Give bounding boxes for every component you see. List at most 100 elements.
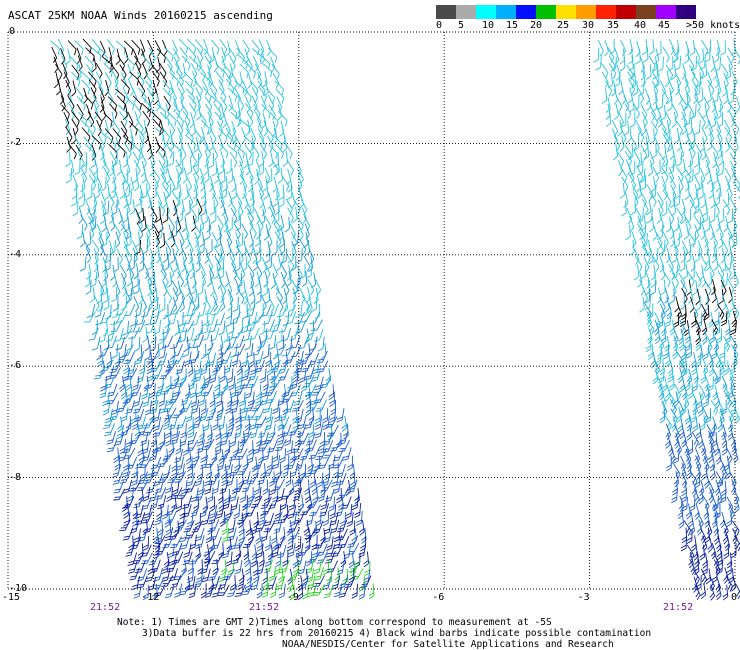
wind-barb bbox=[90, 272, 98, 288]
wind-barb bbox=[649, 191, 657, 208]
wind-barb bbox=[226, 368, 234, 384]
wind-barb bbox=[86, 263, 92, 280]
wind-barb bbox=[91, 336, 101, 351]
wind-barb bbox=[676, 303, 682, 320]
wind-barb bbox=[125, 543, 135, 557]
wind-barb bbox=[156, 94, 161, 112]
wind-barb bbox=[176, 216, 182, 233]
wind-barb bbox=[295, 303, 303, 319]
wind-barb bbox=[243, 135, 254, 150]
wind-barb bbox=[86, 104, 92, 121]
wind-barb bbox=[253, 480, 261, 496]
wind-barb bbox=[104, 423, 115, 437]
wind-barb bbox=[92, 168, 98, 184]
wind-barb bbox=[142, 392, 151, 408]
wind-barb bbox=[126, 487, 134, 503]
wind-barb bbox=[648, 216, 655, 233]
wind-barb bbox=[102, 288, 109, 304]
wind-barb bbox=[203, 543, 215, 556]
wind-barb bbox=[174, 583, 183, 598]
wind-barb bbox=[179, 528, 189, 543]
wind-barb bbox=[266, 39, 272, 56]
wind-barb bbox=[350, 560, 356, 577]
wind-barb bbox=[144, 400, 152, 416]
wind-barb bbox=[211, 39, 220, 55]
wind-barb bbox=[129, 312, 138, 327]
wind-barb bbox=[247, 63, 256, 79]
wind-barb bbox=[730, 542, 737, 559]
wind-barb bbox=[227, 167, 234, 184]
wind-barb bbox=[274, 560, 282, 576]
wind-barb bbox=[169, 79, 174, 97]
wind-barb bbox=[723, 215, 729, 232]
wind-barb bbox=[282, 150, 288, 167]
wind-barb bbox=[293, 198, 301, 215]
wind-barb bbox=[721, 295, 727, 312]
wind-barb bbox=[155, 56, 161, 73]
wind-barb bbox=[103, 119, 109, 137]
wind-barb bbox=[685, 40, 690, 58]
wind-barb bbox=[131, 511, 138, 527]
wind-barb bbox=[117, 416, 123, 433]
wind-barb bbox=[53, 72, 59, 89]
wind-barb bbox=[684, 216, 692, 233]
wind-barb bbox=[672, 47, 679, 63]
wind-barb bbox=[197, 320, 203, 336]
wind-barb bbox=[175, 168, 182, 185]
wind-barb bbox=[346, 512, 354, 528]
wind-barb bbox=[691, 431, 699, 448]
wind-barb bbox=[85, 247, 92, 264]
wind-barb bbox=[714, 56, 722, 72]
wind-barb bbox=[724, 119, 731, 136]
wind-barb bbox=[701, 223, 706, 240]
wind-barb bbox=[691, 303, 699, 320]
wind-barb bbox=[128, 327, 141, 339]
wind-barb bbox=[173, 520, 180, 537]
wind-barb bbox=[665, 351, 671, 368]
wind-barb bbox=[253, 567, 259, 584]
wind-barb bbox=[164, 584, 175, 599]
wind-barb bbox=[181, 256, 187, 273]
wind-barb bbox=[323, 584, 334, 599]
wind-barb bbox=[128, 560, 138, 574]
wind-barb bbox=[690, 311, 697, 328]
wind-barb bbox=[180, 63, 187, 80]
colorbar-swatch bbox=[656, 5, 676, 19]
wind-barb bbox=[147, 279, 152, 297]
wind-barb bbox=[645, 64, 652, 80]
wind-barb bbox=[625, 224, 631, 241]
wind-barb bbox=[656, 287, 662, 304]
wind-barb bbox=[735, 96, 740, 113]
wind-barb bbox=[133, 392, 142, 408]
wind-barb bbox=[257, 175, 263, 192]
wind-barb bbox=[183, 336, 189, 353]
wind-barb bbox=[215, 391, 223, 407]
wind-barb bbox=[64, 118, 71, 136]
wind-barb bbox=[187, 335, 198, 349]
wind-barb bbox=[701, 328, 708, 345]
wind-barb bbox=[179, 328, 188, 343]
wind-barb bbox=[77, 152, 85, 169]
wind-barb bbox=[698, 264, 705, 281]
wind-barb bbox=[692, 279, 698, 296]
wind-barb bbox=[157, 455, 169, 468]
wind-barb bbox=[162, 280, 168, 297]
wind-barb bbox=[145, 464, 155, 479]
wind-barb bbox=[218, 263, 225, 280]
wind-barb bbox=[186, 88, 195, 104]
wind-barb bbox=[304, 479, 310, 496]
wind-barb bbox=[91, 144, 97, 161]
wind-barb bbox=[119, 439, 126, 455]
wind-barb bbox=[217, 224, 222, 241]
wind-barb bbox=[200, 454, 209, 470]
wind-barb bbox=[679, 143, 685, 160]
wind-barb bbox=[152, 168, 160, 185]
wind-barb bbox=[135, 231, 141, 248]
wind-barb bbox=[177, 463, 185, 479]
wind-barb bbox=[116, 142, 126, 158]
wind-barb bbox=[670, 184, 677, 201]
wind-barb bbox=[703, 456, 710, 473]
wind-barb bbox=[633, 264, 640, 281]
wind-barb bbox=[135, 512, 146, 526]
wind-barb bbox=[261, 256, 267, 274]
